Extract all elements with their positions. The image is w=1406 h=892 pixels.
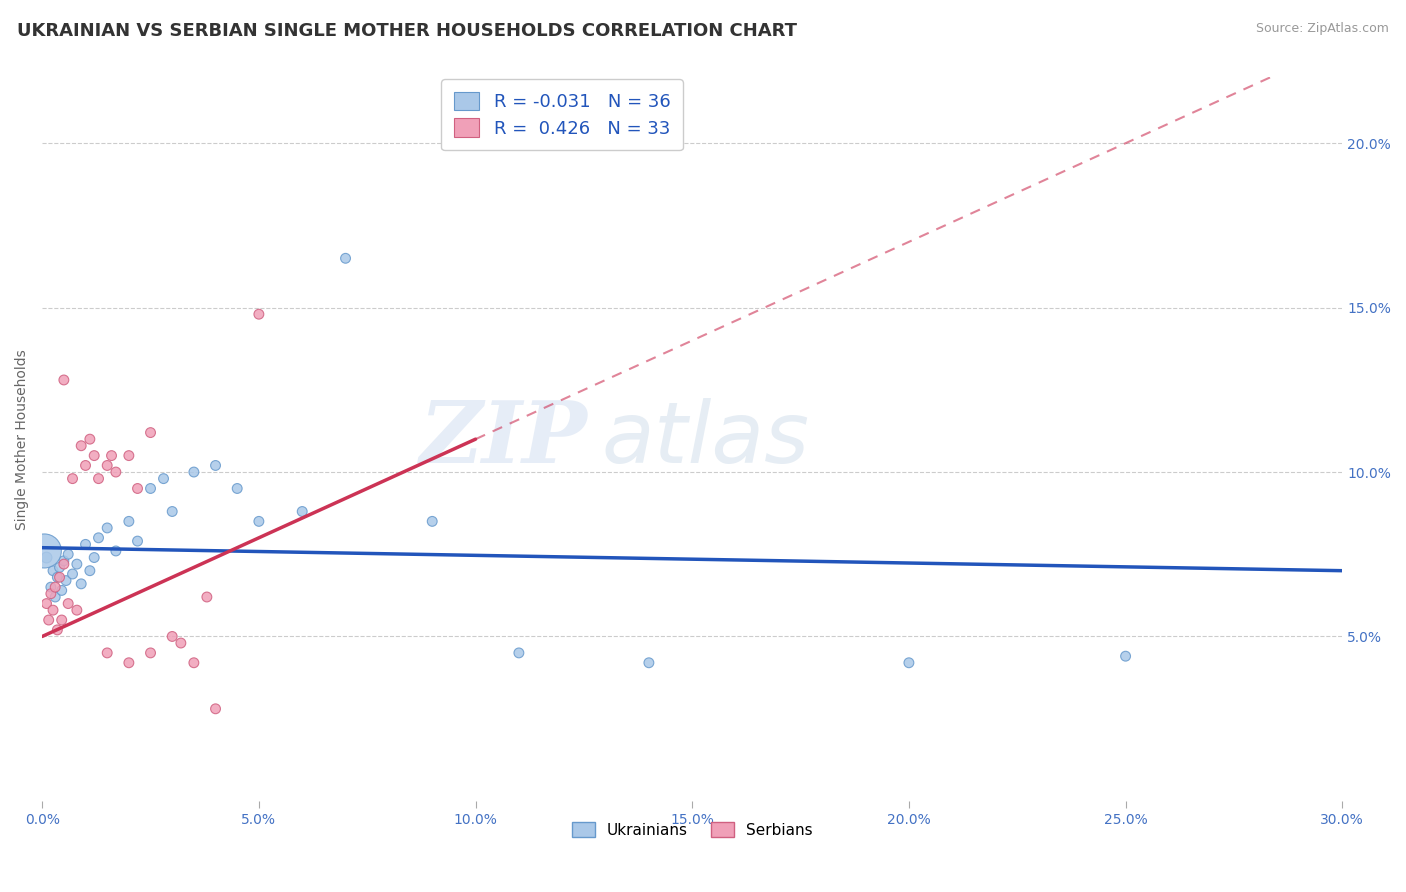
Text: ZIP: ZIP — [420, 398, 588, 481]
Text: UKRAINIAN VS SERBIAN SINGLE MOTHER HOUSEHOLDS CORRELATION CHART: UKRAINIAN VS SERBIAN SINGLE MOTHER HOUSE… — [17, 22, 797, 40]
Point — [83, 449, 105, 463]
Point — [226, 482, 249, 496]
Point — [96, 646, 118, 660]
Point — [70, 577, 93, 591]
Text: atlas: atlas — [602, 398, 810, 481]
Point — [35, 597, 58, 611]
Point — [335, 252, 357, 266]
Point — [87, 531, 110, 545]
Point — [39, 587, 62, 601]
Legend: Ukrainians, Serbians: Ukrainians, Serbians — [565, 815, 818, 844]
Point — [48, 560, 70, 574]
Point — [247, 307, 270, 321]
Point — [42, 603, 65, 617]
Point — [44, 580, 66, 594]
Point — [118, 514, 141, 528]
Text: Source: ZipAtlas.com: Source: ZipAtlas.com — [1256, 22, 1389, 36]
Point — [58, 547, 80, 561]
Point — [127, 534, 149, 549]
Point — [35, 550, 58, 565]
Point — [183, 465, 205, 479]
Point — [420, 514, 443, 528]
Point — [44, 590, 66, 604]
Point — [66, 557, 89, 571]
Point — [87, 472, 110, 486]
Point — [55, 574, 77, 588]
Point — [39, 580, 62, 594]
Point — [139, 646, 162, 660]
Point — [638, 656, 661, 670]
Point — [104, 544, 127, 558]
Point — [83, 550, 105, 565]
Point — [51, 613, 73, 627]
Point — [508, 646, 530, 660]
Point — [152, 472, 174, 486]
Point — [62, 472, 84, 486]
Point — [104, 465, 127, 479]
Point — [42, 564, 65, 578]
Point — [139, 482, 162, 496]
Point — [38, 613, 60, 627]
Point — [160, 504, 183, 518]
Point — [204, 458, 226, 473]
Point — [48, 570, 70, 584]
Point — [46, 623, 69, 637]
Point — [118, 449, 141, 463]
Point — [46, 570, 69, 584]
Point — [1115, 649, 1137, 664]
Point — [70, 439, 93, 453]
Point — [195, 590, 218, 604]
Point — [204, 702, 226, 716]
Point — [170, 636, 193, 650]
Point — [127, 482, 149, 496]
Y-axis label: Single Mother Households: Single Mother Households — [15, 349, 30, 530]
Point — [79, 432, 101, 446]
Point — [66, 603, 89, 617]
Point — [100, 449, 122, 463]
Point — [52, 554, 75, 568]
Point — [34, 544, 56, 558]
Point — [183, 656, 205, 670]
Point — [52, 373, 75, 387]
Point — [58, 597, 80, 611]
Point — [118, 656, 141, 670]
Point — [160, 630, 183, 644]
Point — [62, 566, 84, 581]
Point — [52, 557, 75, 571]
Point — [247, 514, 270, 528]
Point — [51, 583, 73, 598]
Point — [75, 537, 97, 551]
Point — [139, 425, 162, 440]
Point — [79, 564, 101, 578]
Point — [96, 521, 118, 535]
Point — [75, 458, 97, 473]
Point — [96, 458, 118, 473]
Point — [897, 656, 920, 670]
Point — [291, 504, 314, 518]
